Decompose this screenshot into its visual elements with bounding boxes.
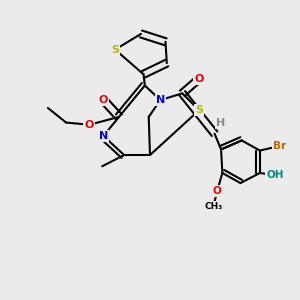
Text: N: N xyxy=(99,131,108,141)
Text: H: H xyxy=(216,118,226,128)
Text: O: O xyxy=(213,186,222,196)
Text: O: O xyxy=(194,74,204,84)
Text: O: O xyxy=(99,95,108,105)
Text: S: S xyxy=(111,45,119,55)
Text: OH: OH xyxy=(267,170,284,180)
Text: S: S xyxy=(195,105,203,115)
Text: Br: Br xyxy=(273,141,286,151)
Text: O: O xyxy=(85,120,94,130)
Text: CH₃: CH₃ xyxy=(204,202,222,211)
Text: N: N xyxy=(156,95,165,105)
